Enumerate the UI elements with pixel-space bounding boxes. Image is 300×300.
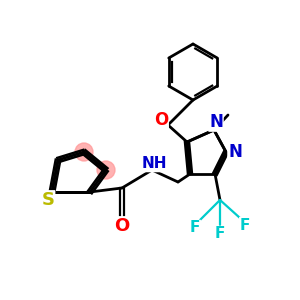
Circle shape bbox=[97, 161, 115, 179]
Circle shape bbox=[75, 143, 93, 161]
Text: F: F bbox=[240, 218, 250, 232]
Text: N: N bbox=[228, 143, 242, 161]
Text: S: S bbox=[41, 191, 55, 209]
Text: F: F bbox=[190, 220, 200, 236]
Text: F: F bbox=[215, 226, 225, 242]
Text: N: N bbox=[209, 113, 223, 131]
Text: O: O bbox=[114, 217, 130, 235]
Text: NH: NH bbox=[141, 157, 167, 172]
Text: O: O bbox=[154, 111, 168, 129]
